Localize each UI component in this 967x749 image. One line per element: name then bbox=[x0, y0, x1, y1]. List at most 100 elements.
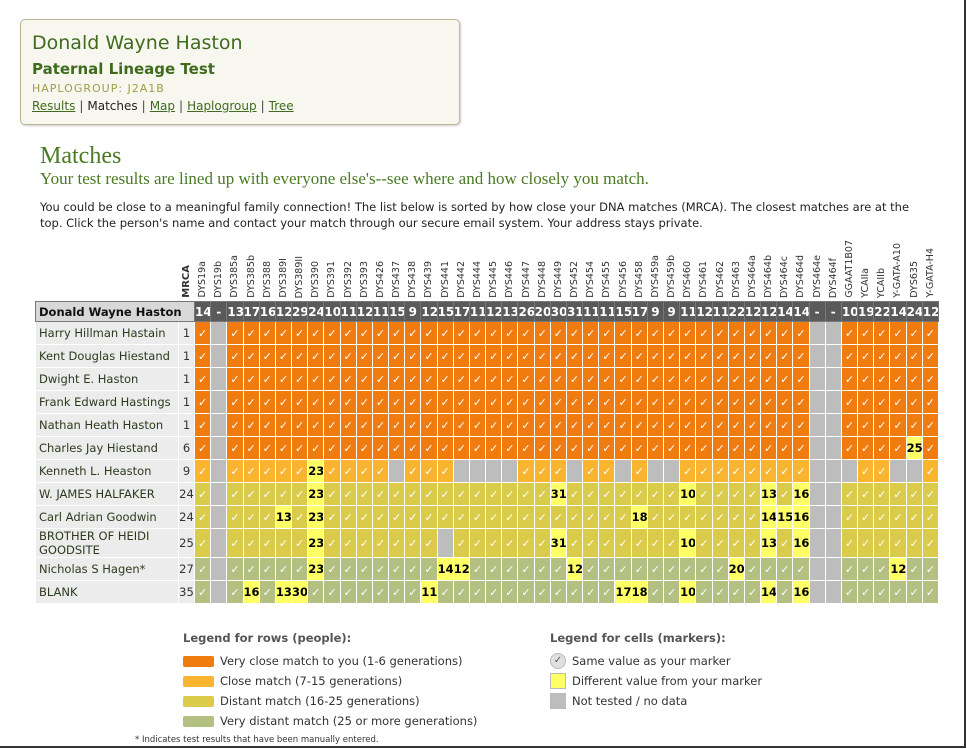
match-name-link[interactable]: W. JAMES HALFAKER bbox=[39, 487, 155, 501]
cell-same: ✓ bbox=[468, 505, 487, 529]
cell-same: ✓ bbox=[371, 482, 390, 506]
cell-same: ✓ bbox=[646, 482, 664, 506]
cell-same: ✓ bbox=[193, 321, 212, 345]
cell-no-data bbox=[808, 390, 826, 414]
cell-same: ✓ bbox=[323, 580, 341, 604]
cell-same: ✓ bbox=[662, 505, 681, 529]
cell-same: ✓ bbox=[857, 528, 875, 558]
reference-value: 12 bbox=[420, 301, 438, 322]
match-name-link[interactable]: Carl Adrian Goodwin bbox=[39, 510, 157, 524]
cell-same: ✓ bbox=[549, 413, 567, 437]
match-name-link[interactable]: Dwight E. Haston bbox=[39, 372, 139, 386]
nav-link[interactable]: Map bbox=[149, 99, 176, 113]
cell-no-data bbox=[808, 482, 826, 506]
marker-header: DYS455 bbox=[599, 237, 615, 302]
cell-same: ✓ bbox=[193, 344, 212, 368]
cell-same: ✓ bbox=[533, 528, 551, 558]
cell-same: ✓ bbox=[242, 436, 260, 460]
cell-same: ✓ bbox=[355, 390, 373, 414]
match-name-link[interactable]: Kenneth L. Heaston bbox=[39, 464, 152, 478]
match-name: Kenneth L. Heaston bbox=[35, 459, 179, 483]
cell-same: ✓ bbox=[711, 390, 729, 414]
cell-same: ✓ bbox=[582, 344, 600, 368]
cell-same: ✓ bbox=[776, 413, 794, 437]
cell-same: ✓ bbox=[695, 459, 713, 483]
marker-header: DYS459b bbox=[663, 237, 679, 302]
cell-different: 23 bbox=[307, 482, 325, 506]
cell-different: 12 bbox=[452, 557, 470, 581]
reference-value: 29 bbox=[291, 301, 309, 322]
nav-link[interactable]: Tree bbox=[268, 99, 294, 113]
cell-same: ✓ bbox=[840, 344, 859, 368]
cell-same: ✓ bbox=[711, 367, 729, 391]
cell-same: ✓ bbox=[291, 505, 309, 529]
cell-same: ✓ bbox=[905, 580, 923, 604]
match-name-link[interactable]: Charles Jay Hiestand bbox=[39, 441, 158, 455]
cell-same: ✓ bbox=[485, 505, 503, 529]
mrca-value: 1 bbox=[178, 344, 195, 368]
cell-different: 15 bbox=[776, 505, 794, 529]
cell-same: ✓ bbox=[258, 482, 276, 506]
match-name: Nathan Heath Haston bbox=[35, 413, 179, 437]
reference-value: - bbox=[808, 301, 826, 322]
marker-label: DYS464e bbox=[811, 255, 823, 298]
reference-value: 11 bbox=[371, 301, 390, 322]
cell-same: ✓ bbox=[533, 344, 551, 368]
match-name-link[interactable]: Nicholas S Hagen* bbox=[39, 562, 146, 576]
cell-same: ✓ bbox=[549, 580, 567, 604]
match-name-link[interactable]: Frank Edward Hastings bbox=[39, 395, 171, 409]
cell-same: ✓ bbox=[630, 482, 648, 506]
match-name-link[interactable]: Nathan Heath Haston bbox=[39, 418, 164, 432]
footnote: * Indicates test results that have been … bbox=[135, 735, 379, 745]
cell-same: ✓ bbox=[485, 528, 503, 558]
marker-header: DYS385a bbox=[227, 237, 243, 302]
cell-same: ✓ bbox=[485, 436, 503, 460]
cell-same: ✓ bbox=[501, 505, 519, 529]
nav-link[interactable]: Haplogroup bbox=[187, 99, 257, 113]
cell-same: ✓ bbox=[905, 344, 923, 368]
match-name-link[interactable]: BROTHER OF HEIDI GOODSITE bbox=[39, 529, 150, 557]
cell-same: ✓ bbox=[695, 436, 713, 460]
reference-value: 12 bbox=[695, 301, 713, 322]
cell-same: ✓ bbox=[598, 557, 616, 581]
marker-label: DYS391 bbox=[326, 261, 338, 298]
cell-same: ✓ bbox=[388, 528, 406, 558]
cell-same: ✓ bbox=[404, 580, 422, 604]
cell-same: ✓ bbox=[598, 413, 616, 437]
marker-header: DYS464d bbox=[793, 237, 809, 302]
cell-same: ✓ bbox=[452, 580, 470, 604]
cell-same: ✓ bbox=[857, 390, 875, 414]
marker-label: DYS442 bbox=[455, 261, 467, 298]
marker-label: DYS426 bbox=[374, 261, 386, 298]
match-name-link[interactable]: Harry Hillman Hastain bbox=[39, 326, 166, 340]
reference-value: 11 bbox=[339, 301, 357, 322]
legend-swatch bbox=[183, 675, 214, 687]
cell-same: ✓ bbox=[323, 557, 341, 581]
cell-same: ✓ bbox=[695, 557, 713, 581]
match-name-link[interactable]: BLANK bbox=[39, 585, 78, 599]
cell-same: ✓ bbox=[598, 505, 616, 529]
cell-no-data bbox=[808, 580, 826, 604]
cell-same: ✓ bbox=[242, 321, 260, 345]
marker-header: DYS439 bbox=[421, 237, 437, 302]
cell-same: ✓ bbox=[840, 413, 859, 437]
cell-same: ✓ bbox=[549, 459, 567, 483]
cell-same: ✓ bbox=[776, 390, 794, 414]
cell-same: ✓ bbox=[711, 557, 729, 581]
cell-no-data bbox=[210, 482, 228, 506]
profile-name: Donald Wayne Haston bbox=[32, 32, 243, 54]
cell-same: ✓ bbox=[646, 505, 664, 529]
cell-same: ✓ bbox=[307, 344, 325, 368]
cell-same: ✓ bbox=[193, 367, 212, 391]
cell-same: ✓ bbox=[339, 344, 357, 368]
match-name-link[interactable]: Kent Douglas Hiestand bbox=[39, 349, 170, 363]
cell-same: ✓ bbox=[242, 390, 260, 414]
cell-same: ✓ bbox=[404, 344, 422, 368]
cell-same: ✓ bbox=[792, 367, 810, 391]
nav-link[interactable]: Results bbox=[32, 99, 76, 113]
cell-same: ✓ bbox=[193, 580, 212, 604]
cell-same: ✓ bbox=[565, 528, 584, 558]
cell-same: ✓ bbox=[760, 367, 778, 391]
cell-same: ✓ bbox=[840, 557, 859, 581]
